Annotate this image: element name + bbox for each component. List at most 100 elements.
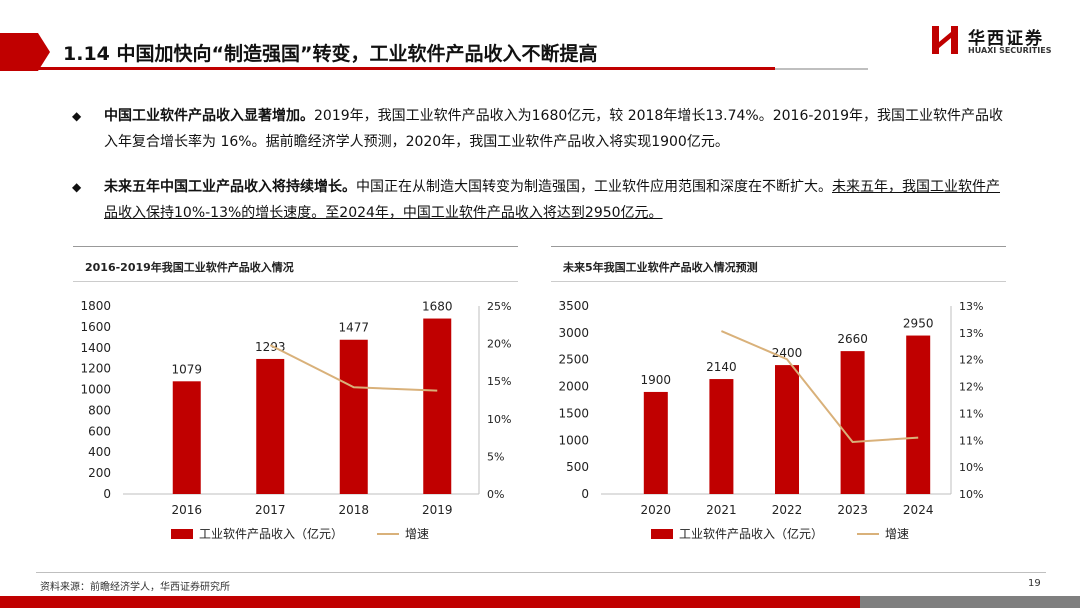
bar	[775, 365, 799, 494]
bullet-text: 中国正在从制造大国转变为制造强国，工业软件应用范围和深度在不断扩大。	[356, 179, 832, 195]
bar	[840, 351, 865, 494]
diamond-icon: ◆	[72, 109, 82, 123]
bullet-text: 2019年，我国工业软件产品收入为1680亿元，较 2018年增长13.74%。…	[104, 108, 1004, 150]
y-tick-label-left: 1200	[80, 362, 111, 376]
bullet-lead: 未来五年中国工业产品收入将持续增长。	[104, 179, 356, 195]
bottom-band-grey	[860, 596, 1080, 608]
y-tick-label-left: 0	[103, 487, 111, 501]
y-tick-label-right: 20%	[487, 338, 511, 351]
chart-right-plot: 0 500 1000 1500 2000 2500 3000 3500 10% 10% 11% 11%…	[558, 299, 983, 541]
bullet-underlined-text: 未来五年，我国工业软件产品收入保持10%-13%的增长速度。至2024年，中国工…	[104, 179, 1000, 221]
bar-value-label: 2950	[903, 317, 934, 331]
y-tick-label-left: 400	[88, 445, 111, 459]
x-tick-label: 2020	[641, 503, 672, 517]
y-tick-label-left: 800	[88, 403, 111, 417]
footer-divider	[36, 572, 1046, 573]
x-tick-label: 2023	[837, 503, 868, 517]
bar-value-label: 1477	[338, 321, 369, 335]
y-tick-label-right: 11%	[959, 407, 983, 420]
page-title: 1.14 中国加快向“制造强国”转变，工业软件产品收入不断提高	[63, 43, 598, 65]
bottom-band	[0, 596, 1080, 608]
diamond-icon: ◆	[72, 180, 82, 194]
x-tick-label: 2016	[171, 503, 202, 517]
legend-label-line: 增速	[405, 527, 429, 541]
source-note: 资料来源：前瞻经济学人，华西证券研究所	[40, 582, 230, 593]
y-tick-label-left: 600	[88, 424, 111, 438]
legend-label-bar: 工业软件产品收入（亿元）	[199, 526, 343, 541]
y-tick-label-right: 15%	[487, 375, 511, 388]
y-tick-label-left: 0	[581, 487, 589, 501]
y-tick-label-right: 12%	[959, 381, 983, 394]
y-tick-label-left: 1500	[558, 406, 589, 420]
y-tick-label-left: 1400	[80, 341, 111, 355]
bullet-item: ◆ 中国工业软件产品收入显著增加。2019年，我国工业软件产品收入为1680亿元…	[72, 103, 1012, 155]
y-tick-label-left: 3000	[558, 326, 589, 340]
brand-logo: 华西证券 HUAXI SECURITIES	[930, 22, 1070, 62]
y-tick-label-left: 200	[88, 466, 111, 480]
title-bar: 1.14 中国加快向“制造强国”转变，工业软件产品收入不断提高	[0, 33, 868, 71]
y-tick-label-left: 3500	[558, 299, 589, 313]
y-tick-label-left: 2500	[558, 353, 589, 367]
page-number: 19	[1028, 578, 1041, 589]
bar-value-label: 2660	[837, 332, 868, 346]
bar	[643, 391, 668, 494]
bar	[339, 339, 368, 494]
x-tick-label: 2019	[422, 503, 453, 517]
y-tick-label-left: 1000	[80, 383, 111, 397]
x-tick-label: 2022	[772, 503, 803, 517]
title-red-tab	[0, 33, 50, 71]
x-tick-label: 2024	[903, 503, 934, 517]
bar-value-label: 2140	[706, 360, 737, 374]
y-tick-label-right: 12%	[959, 354, 983, 367]
logo-text-cn: 华西证券	[968, 29, 1044, 49]
growth-line	[269, 344, 438, 392]
bar	[906, 335, 931, 494]
bullet-item: ◆ 未来五年中国工业产品收入将持续增长。中国正在从制造大国转变为制造强国，工业软…	[72, 174, 1012, 226]
y-tick-label-right: 10%	[959, 461, 983, 474]
y-tick-label-left: 1000	[558, 433, 589, 447]
chart-left: 2016-2019年我国工业软件产品收入情况 0 200 400 600 800 1000…	[73, 246, 518, 552]
y-tick-label-right: 10%	[487, 413, 511, 426]
legend-label-line: 增速	[885, 527, 909, 541]
chart-title: 未来5年我国工业软件产品收入情况预测	[563, 261, 758, 274]
y-tick-label-right: 5%	[487, 450, 504, 463]
bar	[709, 379, 734, 494]
y-tick-label-right: 25%	[487, 300, 511, 313]
legend-label-bar: 工业软件产品收入（亿元）	[679, 526, 823, 541]
bar	[256, 358, 285, 494]
bar-value-label: 1079	[171, 362, 202, 376]
x-tick-label: 2017	[255, 503, 286, 517]
bar-value-label: 1900	[641, 373, 672, 387]
bar	[423, 318, 452, 494]
y-tick-label-right: 13%	[959, 300, 983, 313]
title-underline	[0, 67, 868, 70]
bullet-lead: 中国工业软件产品收入显著增加。	[104, 108, 314, 124]
chart-header: 未来5年我国工业软件产品收入情况预测	[551, 246, 1006, 282]
chart-left-plot: 0 200 400 600 800 1000 1200 1400 1600 1800 0% 5% 10%…	[80, 299, 511, 541]
bullet-list: ◆ 中国工业软件产品收入显著增加。2019年，我国工业软件产品收入为1680亿元…	[72, 103, 1012, 245]
chart-header: 2016-2019年我国工业软件产品收入情况	[73, 246, 518, 282]
y-tick-label-left: 1800	[80, 299, 111, 313]
bar-value-label: 1680	[422, 300, 453, 314]
y-tick-label-right: 10%	[959, 488, 983, 501]
title-underline-red	[0, 67, 775, 70]
x-tick-label: 2018	[338, 503, 369, 517]
y-tick-label-left: 2000	[558, 380, 589, 394]
legend-swatch-bar	[651, 529, 673, 539]
y-tick-label-left: 1600	[80, 320, 111, 334]
bar-value-label: 1293	[255, 340, 286, 354]
logo-mark-icon	[932, 26, 958, 54]
bar	[172, 381, 201, 494]
bottom-band-red	[0, 596, 1080, 608]
y-tick-label-right: 13%	[959, 327, 983, 340]
legend-swatch-bar	[171, 529, 193, 539]
x-tick-label: 2021	[706, 503, 737, 517]
y-tick-label-left: 500	[566, 460, 589, 474]
chart-right: 未来5年我国工业软件产品收入情况预测 0 500 1000 1500 2000 2500 3…	[551, 246, 1006, 552]
y-tick-label-right: 0%	[487, 488, 504, 501]
title-underline-grey	[775, 68, 868, 70]
bar-value-label: 2400	[772, 346, 803, 360]
growth-line	[721, 330, 919, 444]
y-tick-label-right: 11%	[959, 434, 983, 447]
chart-title: 2016-2019年我国工业软件产品收入情况	[85, 261, 294, 274]
